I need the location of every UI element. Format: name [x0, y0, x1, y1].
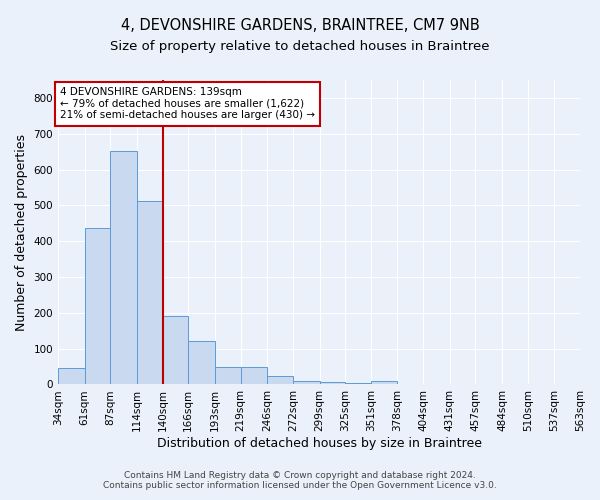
Bar: [137, 201, 163, 384]
Text: Size of property relative to detached houses in Braintree: Size of property relative to detached ho…: [110, 40, 490, 53]
Bar: [320, 382, 345, 384]
Bar: [110, 152, 137, 384]
Bar: [58, 368, 85, 384]
Bar: [163, 316, 188, 384]
X-axis label: Distribution of detached houses by size in Braintree: Distribution of detached houses by size …: [157, 437, 482, 450]
Text: Contains public sector information licensed under the Open Government Licence v3: Contains public sector information licen…: [103, 481, 497, 490]
Bar: [85, 228, 110, 384]
Text: 4 DEVONSHIRE GARDENS: 139sqm
← 79% of detached houses are smaller (1,622)
21% of: 4 DEVONSHIRE GARDENS: 139sqm ← 79% of de…: [60, 87, 315, 120]
Bar: [241, 367, 267, 384]
Bar: [345, 382, 371, 384]
Y-axis label: Number of detached properties: Number of detached properties: [15, 134, 28, 330]
Bar: [215, 367, 241, 384]
Bar: [371, 381, 397, 384]
Text: 4, DEVONSHIRE GARDENS, BRAINTREE, CM7 9NB: 4, DEVONSHIRE GARDENS, BRAINTREE, CM7 9N…: [121, 18, 479, 32]
Bar: [188, 341, 215, 384]
Text: Contains HM Land Registry data © Crown copyright and database right 2024.: Contains HM Land Registry data © Crown c…: [124, 471, 476, 480]
Bar: [293, 381, 320, 384]
Bar: [267, 376, 293, 384]
